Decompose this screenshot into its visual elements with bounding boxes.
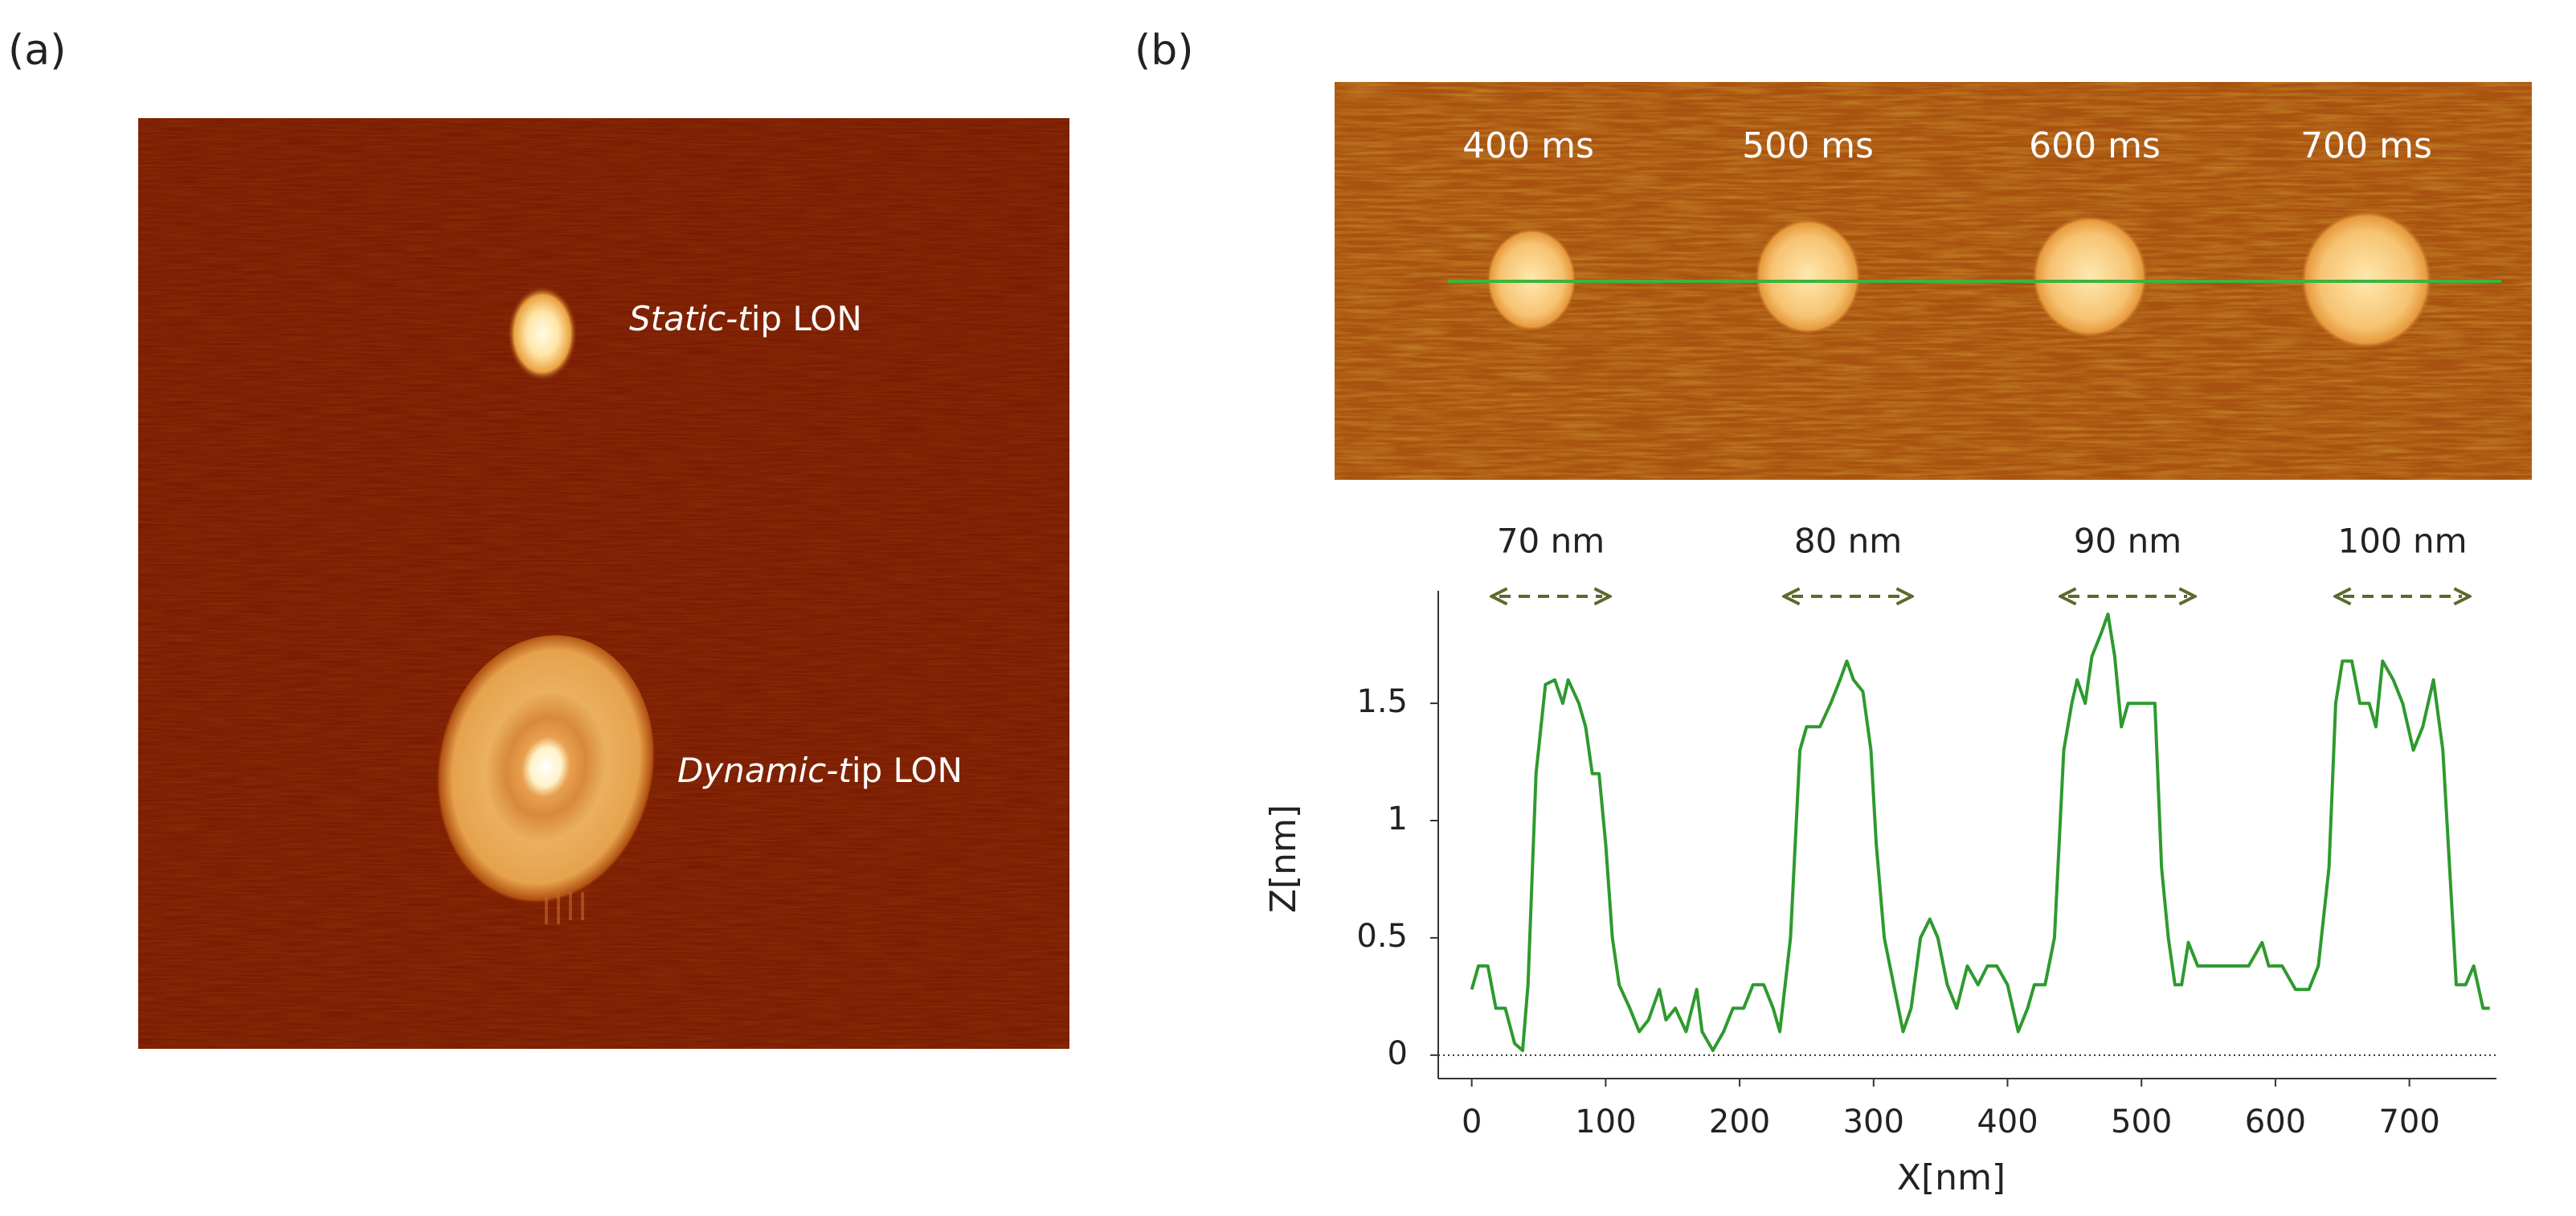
panel-a: (a) Static-tip LON Dynamic-tip LON — [8, 27, 1069, 1049]
annotation: Dynamic-tip LON — [677, 751, 963, 790]
spot — [2032, 215, 2148, 338]
x-tick-label: 700 — [2378, 1103, 2439, 1140]
afm-texture — [138, 118, 1069, 1049]
annotation-normal: ip LON — [751, 299, 862, 338]
y-tick-label: 1 — [1388, 800, 1408, 837]
spot — [1755, 219, 1861, 334]
annotation-italic: Dynamic-t — [677, 751, 853, 790]
width-label: 100 nm — [2337, 522, 2467, 561]
x-tick-label: 500 — [2111, 1103, 2172, 1140]
line-chart: 0 0.5 1 1.5 0 100 200 300 400 500 600 700 X[nm] Z[nm]… — [1263, 522, 2496, 1198]
width-label: 70 nm — [1497, 522, 1605, 561]
width-label: 90 nm — [2074, 522, 2181, 561]
x-tick-label: 200 — [1709, 1103, 1770, 1140]
x-tick-label: 0 — [1462, 1103, 1482, 1140]
static-dot — [507, 285, 578, 382]
panel-label: (b) — [1135, 27, 1194, 75]
width-label: 80 nm — [1794, 522, 1902, 561]
time-label: 700 ms — [2300, 125, 2432, 166]
x-tick-label: 600 — [2245, 1103, 2306, 1140]
y-tick-label: 0.5 — [1356, 918, 1408, 955]
panel-label: (a) — [8, 27, 66, 75]
annotation-italic: Static-t — [629, 299, 752, 338]
y-axis-label: Z[nm] — [1263, 805, 1304, 913]
annotation-normal: ip LON — [852, 751, 963, 790]
profile-line — [1470, 612, 2490, 1052]
x-axis-label: X[nm] — [1897, 1157, 2006, 1198]
y-tick-label: 0 — [1388, 1035, 1408, 1072]
time-label: 500 ms — [1742, 125, 1874, 166]
dynamic-ring — [435, 635, 655, 910]
annotation: Static-tip LON — [629, 299, 862, 338]
y-tick-label: 1.5 — [1356, 683, 1408, 720]
tip-streaks — [545, 892, 584, 924]
x-tick-label: 400 — [1977, 1103, 2038, 1140]
panel-b: (b) 400 ms 500 ms 600 ms 700 ms — [1135, 27, 2532, 480]
x-tick-label: 300 — [1843, 1103, 1904, 1140]
time-label: 600 ms — [2029, 125, 2161, 166]
time-label: 400 ms — [1462, 125, 1594, 166]
x-tick-label: 100 — [1575, 1103, 1636, 1140]
